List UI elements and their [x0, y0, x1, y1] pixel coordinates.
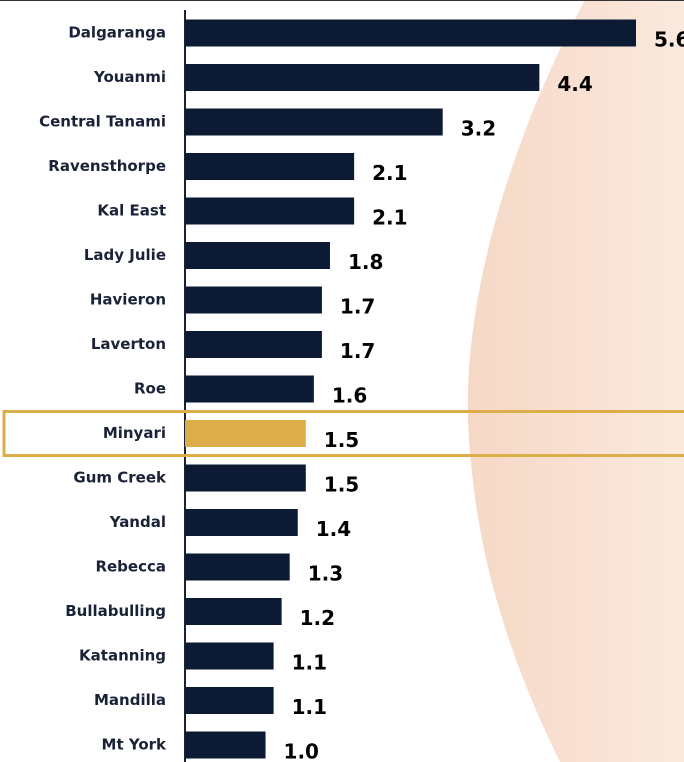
category-label: Dalgaranga	[68, 24, 166, 42]
value-label: 1.4	[316, 517, 351, 541]
value-label: 1.1	[292, 651, 327, 675]
category-label: Havieron	[90, 291, 166, 309]
category-label: Roe	[134, 380, 166, 398]
bar	[185, 19, 636, 47]
category-label: Rebecca	[95, 558, 166, 576]
category-label: Yandal	[109, 513, 166, 531]
value-label: 4.4	[557, 72, 592, 96]
category-label: Youanmi	[93, 68, 166, 86]
category-label: Kal East	[97, 202, 166, 220]
value-label: 5.6	[654, 28, 684, 52]
bar	[185, 420, 306, 447]
bar	[185, 108, 443, 136]
value-label: 2.1	[372, 161, 407, 185]
value-label: 1.8	[348, 250, 383, 274]
value-label: 3.2	[461, 117, 496, 141]
category-label: Laverton	[91, 335, 166, 353]
bar	[185, 242, 330, 269]
bar	[185, 553, 290, 581]
value-label: 1.1	[292, 695, 327, 719]
value-label: 1.6	[332, 384, 367, 408]
value-label: 1.7	[340, 295, 375, 319]
value-label: 1.5	[324, 473, 359, 497]
value-label: 1.5	[324, 428, 359, 452]
background-shape	[467, 0, 684, 762]
bar	[185, 197, 355, 225]
bar	[185, 64, 540, 91]
bar	[185, 731, 266, 759]
category-label: Gum Creek	[73, 469, 167, 487]
value-label: 1.2	[300, 606, 335, 630]
category-label: Mt York	[102, 736, 168, 754]
category-label: Mandilla	[94, 691, 166, 709]
category-label: Bullabulling	[65, 602, 166, 620]
bar	[185, 375, 314, 403]
bar	[185, 687, 274, 714]
value-label: 2.1	[372, 206, 407, 230]
value-label: 1.3	[308, 562, 343, 586]
bar	[185, 153, 355, 180]
category-label: Ravensthorpe	[48, 157, 166, 175]
category-label: Central Tanami	[39, 113, 166, 131]
category-label: Minyari	[103, 424, 166, 442]
bar	[185, 598, 282, 625]
bar	[185, 509, 298, 536]
category-label: Katanning	[79, 647, 166, 665]
value-label: 1.7	[340, 339, 375, 363]
bar	[185, 286, 322, 314]
highlight-box	[2, 410, 684, 457]
bar	[185, 464, 306, 492]
bar	[185, 642, 274, 670]
value-label: 1.0	[284, 740, 319, 762]
category-label: Lady Julie	[84, 246, 166, 264]
bar	[185, 331, 322, 358]
